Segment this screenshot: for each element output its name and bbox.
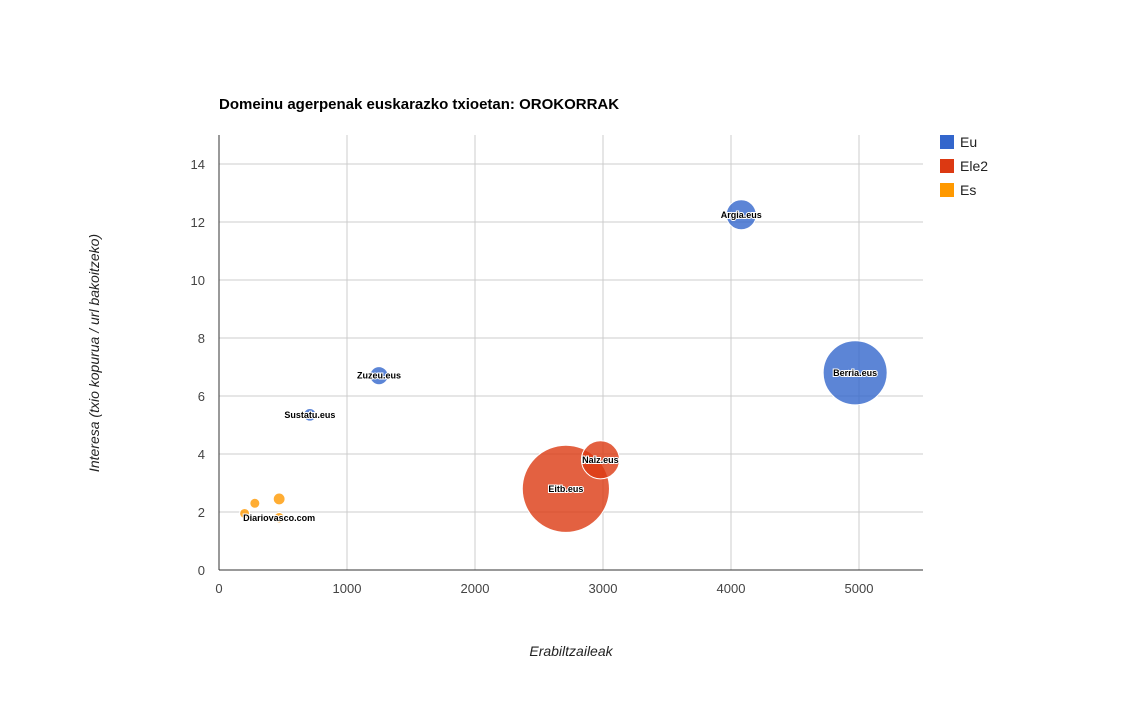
legend-swatch — [940, 183, 954, 197]
x-tick-label: 2000 — [461, 581, 490, 596]
legend-entry[interactable]: Es — [960, 182, 976, 198]
x-tick-labels: 0 1000 2000 3000 4000 5000 — [215, 581, 873, 596]
bubble-label: Zuzeu.eus — [357, 371, 401, 381]
bubble-label: Sustatu.eus — [284, 410, 335, 420]
chart-title: Domeinu agerpenak euskarazko txioetan: O… — [219, 96, 619, 113]
bubble-label: Eitb.eus — [548, 484, 583, 494]
legend: Eu Ele2 Es — [940, 134, 988, 198]
bubble-labels: Argia.eus Berria.eus Zuzeu.eus Sustatu.eus N… — [242, 209, 878, 524]
y-tick-labels: 0 2 4 6 8 10 12 14 — [191, 157, 205, 578]
y-tick-label: 0 — [198, 563, 205, 578]
y-tick-label: 10 — [191, 273, 205, 288]
bubble-label: Diariovasco.com — [243, 513, 315, 523]
bubble-eu[interactable] — [369, 366, 389, 386]
bubble-ele2[interactable] — [580, 440, 620, 480]
x-tick-label: 5000 — [845, 581, 874, 596]
y-tick-label: 4 — [198, 447, 205, 462]
bubble-es[interactable] — [273, 512, 285, 524]
legend-swatch — [940, 159, 954, 173]
y-axis-label: Interesa (txio kopurua / url bakoitzeko) — [86, 234, 102, 472]
bubble-es[interactable] — [239, 507, 251, 519]
x-tick-label: 1000 — [333, 581, 362, 596]
y-tick-label: 6 — [198, 389, 205, 404]
bubble-label: Naiz.eus — [582, 455, 619, 465]
bubble-eu[interactable] — [725, 199, 757, 231]
y-tick-label: 12 — [191, 215, 205, 230]
bubble-eu[interactable] — [303, 408, 317, 422]
x-tick-label: 3000 — [589, 581, 618, 596]
y-tick-label: 14 — [191, 157, 205, 172]
legend-swatch — [940, 135, 954, 149]
bubble-label: Argia.eus — [721, 210, 762, 220]
x-tick-label: 0 — [215, 581, 222, 596]
bubble-es[interactable] — [249, 497, 261, 509]
bubble-es[interactable] — [272, 492, 286, 506]
bubbles — [239, 199, 888, 533]
y-tick-label: 8 — [198, 331, 205, 346]
y-tick-label: 2 — [198, 505, 205, 520]
bubble-label: Berria.eus — [833, 368, 877, 378]
legend-entry[interactable]: Ele2 — [960, 158, 988, 174]
bubble-eu[interactable] — [822, 340, 888, 406]
legend-entry[interactable]: Eu — [960, 134, 977, 150]
axes — [218, 135, 923, 571]
x-tick-label: 4000 — [717, 581, 746, 596]
x-axis-label: Erabiltzaileak — [529, 643, 613, 659]
